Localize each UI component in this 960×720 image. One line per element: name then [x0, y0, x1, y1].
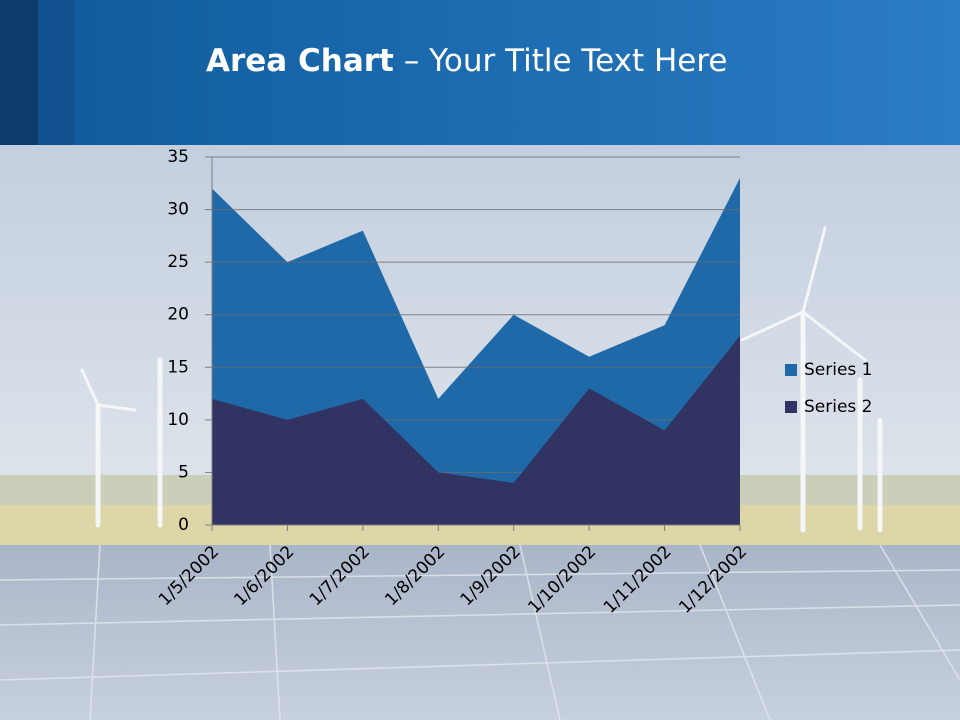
- legend-label: Series 2: [804, 397, 873, 417]
- title-bold: Area Chart: [206, 43, 394, 79]
- legend-label: Series 1: [804, 360, 873, 380]
- y-tick-label: 10: [167, 410, 189, 430]
- area: [212, 335, 740, 525]
- y-tick-label: 15: [167, 357, 189, 377]
- y-tick-label: 20: [167, 305, 189, 325]
- y-tick-label: 35: [167, 147, 189, 167]
- y-tick-label: 30: [167, 200, 189, 220]
- y-tick-label: 5: [178, 462, 189, 482]
- title-rest: – Your Title Text Here: [404, 43, 728, 79]
- y-tick-label: 0: [178, 515, 189, 535]
- chart-title: Area Chart – Your Title Text Here: [206, 43, 727, 79]
- legend-swatch: [785, 401, 797, 413]
- y-tick-label: 25: [167, 252, 189, 272]
- legend-swatch: [785, 364, 797, 376]
